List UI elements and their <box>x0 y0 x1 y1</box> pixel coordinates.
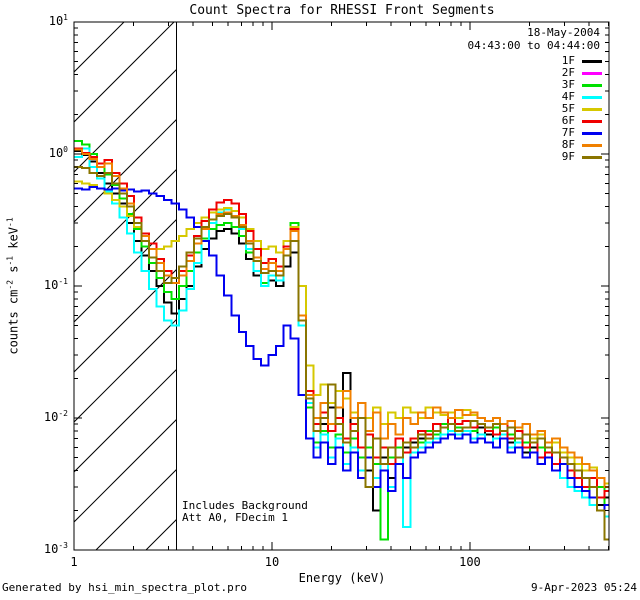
y-tick-label-10e0: 100 <box>48 145 68 160</box>
observation-time-range: 04:43:00 to 04:44:00 <box>467 39 600 52</box>
y-tick-label-10e-3: 10-3 <box>43 541 68 556</box>
generator-credit: Generated by hsi_min_spectra_plot.pro <box>2 581 248 594</box>
series-4F-line <box>74 147 609 528</box>
y-tick-label-10e1: 101 <box>48 13 68 28</box>
legend-color-swatch <box>582 155 602 159</box>
chart-title: Count Spectra for RHESSI Front Segments <box>189 3 495 18</box>
legend-item-9F: 9F <box>562 151 602 163</box>
legend-label: 8F <box>561 138 575 151</box>
legend-item-6F: 6F <box>562 115 602 127</box>
annotation-attenuator: Att A0, FDecim 1 <box>182 511 288 524</box>
legend-color-swatch <box>582 83 602 87</box>
legend-item-4F: 4F <box>562 91 602 103</box>
legend-label: 3F <box>561 78 575 91</box>
legend-label: 5F <box>561 102 575 115</box>
series-8F-line <box>74 148 609 488</box>
plot-frame <box>73 21 610 551</box>
series-7F-line <box>74 186 609 512</box>
x-tick-label-100: 100 <box>459 555 481 569</box>
legend-item-1F: 1F <box>562 55 602 67</box>
legend-color-swatch <box>582 95 602 99</box>
legend-color-swatch <box>582 143 602 147</box>
legend-item-8F: 8F <box>562 139 602 151</box>
legend-label: 6F <box>561 114 575 127</box>
y-tick-label-10e-1: 10-1 <box>43 277 68 292</box>
legend-color-swatch <box>582 59 602 63</box>
legend-color-swatch <box>582 71 602 75</box>
legend-label: 7F <box>561 126 575 139</box>
x-tick-label-1: 1 <box>70 555 78 569</box>
x-tick-label-10: 10 <box>264 555 280 569</box>
attenuator-hatch-region <box>74 22 177 550</box>
render-timestamp: 9-Apr-2023 05:24 <box>531 581 637 594</box>
y-tick-label-10e-2: 10-2 <box>43 409 68 424</box>
legend-label: 1F <box>561 54 575 67</box>
series-1F-line <box>74 150 609 512</box>
series-9F-line <box>74 165 609 541</box>
legend-label: 9F <box>561 150 575 163</box>
series-3F-line <box>74 140 609 541</box>
legend-item-5F: 5F <box>562 103 602 115</box>
legend-label: 4F <box>561 90 575 103</box>
series-6F-line <box>74 147 609 499</box>
annotation-background: Includes Background <box>182 499 308 512</box>
x-axis-label: Energy (keV) <box>298 571 386 585</box>
observation-date: 18-May-2004 <box>527 26 600 39</box>
legend-label: 2F <box>561 66 575 79</box>
legend-color-swatch <box>582 131 602 135</box>
legend-color-swatch <box>582 119 602 123</box>
legend-item-2F: 2F <box>562 67 602 79</box>
legend-color-swatch <box>582 107 602 111</box>
legend-item-7F: 7F <box>562 127 602 139</box>
legend-item-3F: 3F <box>562 79 602 91</box>
legend: 1F 2F 3F 4F 5F 6F 7F 8F 9F <box>562 55 602 163</box>
